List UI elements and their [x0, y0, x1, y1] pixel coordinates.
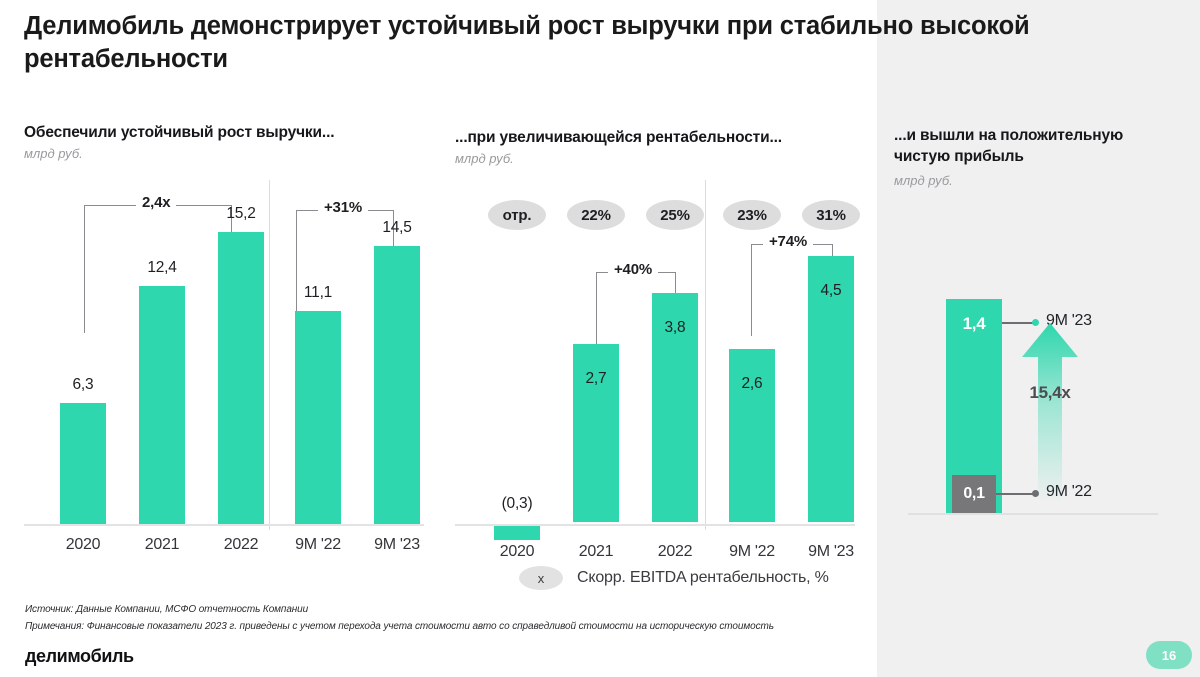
x-axis-line [24, 524, 424, 526]
annotation-label-31pct: +31% [318, 199, 368, 216]
category-label-9m22: 9M '22 [295, 536, 341, 553]
callout-dot-9m22 [1032, 490, 1039, 497]
bar-9m23[interactable] [808, 256, 854, 522]
category-label-9m22: 9M '22 [729, 543, 775, 560]
page-number-badge: 16 [1146, 641, 1192, 669]
bar-value-9m22: 2,6 [741, 375, 763, 392]
left-panel-title: Обеспечили устойчивый рост выручки... [24, 124, 335, 141]
bar-2022[interactable] [652, 293, 698, 522]
bar-2020[interactable] [60, 403, 106, 524]
bar-value-2020: 6,3 [72, 376, 94, 393]
bar-value-2021: 2,7 [585, 370, 607, 387]
bar-9m22[interactable] [952, 475, 996, 513]
x-axis-line [455, 524, 855, 526]
middle-panel-subtitle: млрд руб. [455, 151, 514, 166]
bar-value-9m23: 14,5 [382, 219, 412, 236]
middle-panel-title: ...при увеличивающейся рентабельности... [455, 129, 782, 146]
legend-pill-icon: x [519, 566, 563, 590]
revenue-bar-chart: 2,4x +31% 6,3 12,4 15,2 11,1 14,5 2020 2… [24, 180, 424, 555]
callout-line-9m23 [1002, 322, 1034, 324]
annotation-label-2-4x: 2,4x [136, 194, 177, 211]
net-profit-chart: 1,4 0,1 9M '23 9M '22 15,4x [894, 285, 1184, 520]
category-label-2022: 2022 [223, 536, 259, 553]
category-label-2021: 2021 [578, 543, 614, 560]
callout-line-9m22 [996, 493, 1034, 495]
category-label-2021: 2021 [144, 536, 180, 553]
category-label-9m23: 9M '23 [374, 536, 420, 553]
bar-9m22[interactable] [729, 349, 775, 522]
footnote-note: Примечания: Финансовые показатели 2023 г… [25, 621, 774, 632]
annotation-label-40pct: +40% [608, 261, 658, 278]
bar-2021[interactable] [139, 286, 185, 524]
chart-legend: x Скорр. EBITDA рентабельность, % [519, 566, 829, 590]
left-panel-header: Обеспечили устойчивый рост выручки... мл… [24, 124, 335, 161]
x-axis-line [908, 513, 1158, 515]
margin-badge-9m23: 31% [802, 200, 860, 230]
right-panel-header: ...и вышли на положительную чистую прибы… [894, 126, 1164, 189]
growth-arrow-icon [1022, 323, 1078, 503]
company-logo: делимобиль [25, 646, 134, 666]
bar-value-2022: 3,8 [664, 319, 686, 336]
bar-value-9m23: 1,4 [962, 314, 986, 333]
bar-value-9m23: 4,5 [820, 282, 842, 299]
category-label-2020: 2020 [65, 536, 101, 553]
margin-badge-2021: 22% [567, 200, 625, 230]
margin-badge-2022: 25% [646, 200, 704, 230]
bar-value-2021: 12,4 [147, 259, 177, 276]
bar-value-9m22: 0,1 [963, 485, 985, 502]
callout-dot-9m23 [1032, 319, 1039, 326]
legend-label: Скорр. EBITDA рентабельность, % [577, 569, 829, 586]
margin-badge-9m22: 23% [723, 200, 781, 230]
category-label-2022: 2022 [657, 543, 693, 560]
chart-group-divider [269, 180, 270, 530]
category-label-2020: 2020 [499, 543, 535, 560]
right-panel-subtitle: млрд руб. [894, 172, 953, 188]
callout-label-9m23: 9M '23 [1046, 312, 1092, 329]
left-panel-subtitle: млрд руб. [24, 146, 83, 161]
footnote-source: Источник: Данные Компании, МСФО отчетнос… [25, 604, 309, 615]
bar-value-2020: (0,3) [501, 495, 533, 512]
margin-badge-2020: отр. [488, 200, 546, 230]
right-panel-title: ...и вышли на положительную чистую прибы… [894, 127, 1124, 165]
bar-9m23[interactable] [374, 246, 420, 524]
bar-2022[interactable] [218, 232, 264, 524]
page-title: Делимобиль демонстрирует устойчивый рост… [24, 12, 1030, 73]
middle-panel-header: ...при увеличивающейся рентабельности...… [455, 129, 782, 166]
bar-2020[interactable] [494, 526, 540, 540]
growth-multiplier-label: 15,4x [1029, 383, 1071, 402]
chart-group-divider [705, 180, 706, 530]
bar-value-2022: 15,2 [226, 205, 256, 222]
ebitda-bar-chart: отр. 22% 25% 23% 31% +40% +74% ( [455, 180, 860, 560]
category-label-9m23: 9M '23 [808, 543, 854, 560]
bar-value-9m22: 11,1 [303, 284, 333, 301]
bar-2021[interactable] [573, 344, 619, 522]
annotation-label-74pct: +74% [763, 233, 813, 250]
bar-9m22[interactable] [295, 311, 341, 524]
